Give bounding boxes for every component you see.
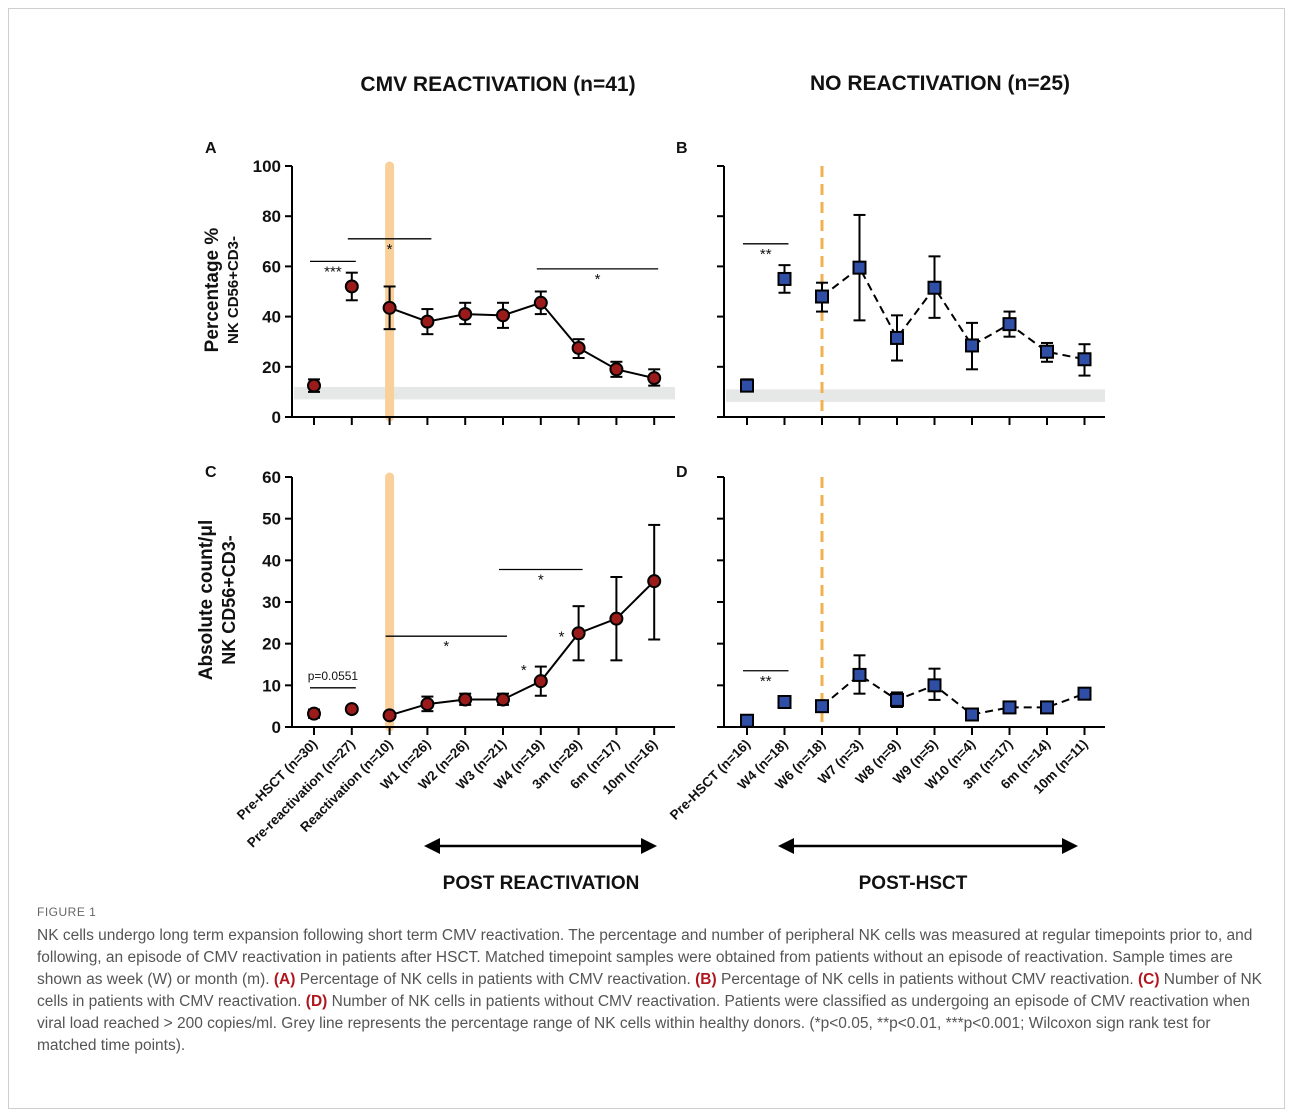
- significance-label: *: [538, 572, 544, 589]
- caption-panel-ref: (D): [305, 993, 328, 1010]
- data-point: [344, 702, 359, 717]
- data-point: [777, 271, 792, 286]
- data-point: [307, 706, 321, 721]
- caption-panel-ref: (C): [1137, 971, 1160, 988]
- y-label-bottom-line2: NK CD56+CD3-: [219, 535, 239, 665]
- healthy-donor-band: [726, 389, 1105, 402]
- data-point: [1077, 686, 1092, 701]
- series-line: [389, 580, 655, 717]
- y-label-top-line2: NK CD56+CD3-: [225, 236, 242, 344]
- data-point: [815, 289, 829, 304]
- y-label-top: Percentage % NK CD56+CD3-: [202, 228, 242, 353]
- panel-letter-d: D: [676, 464, 688, 481]
- panel-letter-c: C: [205, 464, 217, 481]
- figure-caption: FIGURE 1 NK cells undergo long term expa…: [37, 905, 1262, 1057]
- figure-chart: CMV REACTIVATION (n=41) NO REACTIVATION …: [196, 72, 1105, 894]
- y-tick-label: 80: [262, 207, 281, 226]
- data-point: [890, 692, 904, 707]
- significance-label: **: [760, 246, 772, 263]
- data-point: [609, 362, 624, 377]
- y-label-bottom-line1: Absolute count/μl: [196, 520, 217, 680]
- y-label-bottom: Absolute count/μl NK CD56+CD3-: [196, 520, 239, 680]
- data-point: [927, 678, 942, 693]
- data-point: [1040, 700, 1054, 715]
- y-tick-label: 40: [262, 308, 281, 327]
- data-point: [852, 667, 867, 682]
- data-point: [1040, 344, 1054, 359]
- significance-label: *: [443, 638, 449, 655]
- y-tick-label: 50: [262, 510, 281, 529]
- significance-label: *: [387, 241, 393, 258]
- y-tick-label: 60: [262, 257, 281, 276]
- y-tick-label: 20: [262, 358, 281, 377]
- y-tick-label: 40: [262, 551, 281, 570]
- y-tick-label: 20: [262, 635, 281, 654]
- data-point: [382, 300, 397, 315]
- y-tick-label: 30: [262, 593, 281, 612]
- post-hsct-label: POST-HSCT: [859, 873, 968, 894]
- data-point: [1077, 352, 1092, 367]
- data-point: [496, 692, 510, 707]
- data-point: [927, 280, 942, 295]
- header-left: CMV REACTIVATION (n=41): [360, 73, 635, 96]
- panel-letter-a: A: [205, 140, 217, 157]
- data-point: [609, 611, 624, 626]
- post-reactivation-arrow: [424, 838, 657, 854]
- caption-panel-ref: (A): [273, 971, 296, 988]
- data-point: [458, 307, 473, 322]
- y-tick-label: 10: [262, 676, 281, 695]
- y-tick-label: 60: [262, 468, 281, 487]
- header-right: NO REACTIVATION (n=25): [810, 72, 1070, 95]
- data-point: [344, 279, 359, 294]
- data-point: [420, 697, 435, 712]
- data-point: [777, 695, 792, 709]
- significance-label: ***: [324, 263, 342, 280]
- y-tick-label: 0: [272, 718, 281, 737]
- figure-label: FIGURE 1: [37, 905, 97, 919]
- data-point: [382, 708, 397, 723]
- y-label-top-line1: Percentage %: [202, 228, 223, 353]
- data-point: [965, 338, 979, 353]
- data-point: [533, 674, 548, 689]
- data-point: [533, 295, 548, 310]
- y-tick-label: 100: [253, 157, 281, 176]
- data-point: [815, 699, 829, 714]
- data-point: [740, 378, 754, 393]
- data-point: [307, 378, 321, 393]
- data-point: [647, 574, 662, 589]
- significance-star: *: [559, 629, 565, 646]
- significance-label: *: [595, 271, 601, 288]
- significance-star: *: [521, 662, 527, 679]
- data-point: [571, 340, 586, 355]
- data-point: [496, 308, 510, 323]
- data-point: [890, 330, 904, 345]
- post-reactivation-label: POST REACTIVATION: [443, 873, 640, 894]
- caption-text: NK cells undergo long term expansion fol…: [37, 927, 1263, 1054]
- data-point: [1002, 700, 1017, 715]
- y-tick-label: 0: [272, 408, 281, 427]
- caption-panel-ref: (B): [695, 971, 717, 988]
- figure-frame: [8, 8, 1285, 1109]
- data-point: [965, 707, 979, 722]
- data-point: [647, 371, 662, 386]
- data-point: [420, 314, 435, 329]
- data-point: [458, 692, 473, 707]
- data-point: [1002, 317, 1017, 332]
- post-hsct-arrow: [778, 838, 1078, 854]
- data-point: [852, 260, 867, 275]
- panel-b: B **: [676, 140, 1105, 425]
- significance-label: **: [760, 673, 772, 690]
- significance-label: p=0.0551: [308, 669, 359, 683]
- panel-letter-b: B: [676, 140, 688, 157]
- healthy-donor-band: [294, 386, 675, 400]
- data-point: [571, 626, 586, 641]
- data-point: [740, 713, 754, 728]
